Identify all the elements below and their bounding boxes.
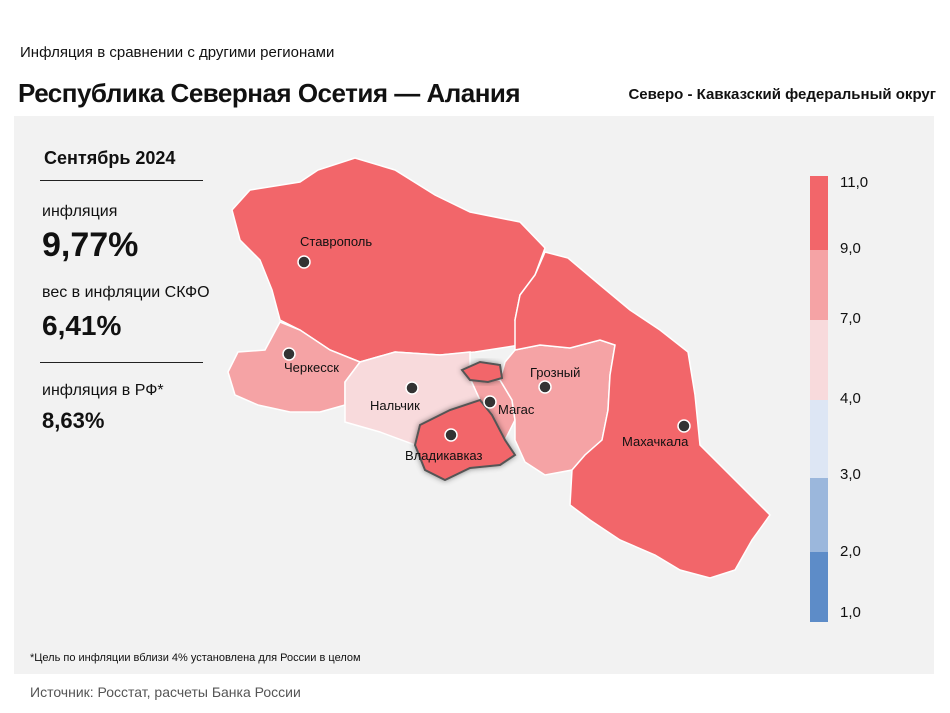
city-marker-magas[interactable]: Магас xyxy=(483,395,535,417)
city-label: Черкесск xyxy=(284,360,339,375)
legend-tick: 4,0 xyxy=(840,390,861,407)
district-name: Северо - Кавказский федеральный округ xyxy=(628,86,936,103)
source-note: Источник: Росстат, расчеты Банка России xyxy=(30,684,301,700)
region-north-ossetia-mozdok[interactable] xyxy=(460,360,504,384)
city-marker-vladikavkaz[interactable]: Владикавказ xyxy=(405,428,483,463)
legend-swatch xyxy=(810,552,828,622)
divider xyxy=(40,180,203,181)
legend-swatch xyxy=(810,176,828,250)
city-label: Ставрополь xyxy=(300,234,372,249)
rf-inflation-value: 8,63% xyxy=(42,408,105,433)
legend-tick: 3,0 xyxy=(840,466,861,483)
city-label: Магас xyxy=(498,402,535,417)
legend-tick: 1,0 xyxy=(840,604,861,621)
footnote: *Цель по инфляции вблизи 4% установлена … xyxy=(30,652,361,664)
region-dagestan[interactable] xyxy=(514,251,771,579)
city-marker-nalchik[interactable]: Нальчик xyxy=(370,381,420,413)
legend-tick: 2,0 xyxy=(840,543,861,560)
legend-tick: 9,0 xyxy=(840,240,861,257)
city-label: Нальчик xyxy=(370,398,420,413)
period-label: Сентябрь 2024 xyxy=(44,148,176,168)
legend-tick: 11,0 xyxy=(840,174,869,191)
page-title: Республика Северная Осетия — Алания xyxy=(18,78,521,108)
city-label: Владикавказ xyxy=(405,448,483,463)
city-marker-makhachkala[interactable]: Махачкала xyxy=(622,419,691,449)
inflation-label: инфляция xyxy=(42,203,118,220)
legend-tick: 7,0 xyxy=(840,310,861,327)
city-label: Грозный xyxy=(530,365,580,380)
city-label: Махачкала xyxy=(622,434,689,449)
rf-inflation-label: инфляция в РФ* xyxy=(42,382,164,399)
inflation-value: 9,77% xyxy=(42,226,139,264)
region-north-ossetia[interactable] xyxy=(413,398,517,482)
divider xyxy=(40,362,203,363)
legend-swatch xyxy=(810,320,828,400)
region-karachay-cherkessia[interactable] xyxy=(227,321,362,413)
subtitle: Инфляция в сравнении с другими регионами xyxy=(20,44,335,61)
weight-value: 6,41% xyxy=(42,310,122,341)
legend-swatch xyxy=(810,400,828,478)
city-marker-stavropol[interactable]: Ставрополь xyxy=(297,234,372,269)
city-marker-grozny[interactable]: Грозный xyxy=(530,365,580,394)
weight-label: вес в инфляции СКФО xyxy=(42,284,210,301)
legend-swatch xyxy=(810,478,828,552)
legend-swatch xyxy=(810,250,828,320)
city-marker-cherkessk[interactable]: Черкесск xyxy=(282,347,339,375)
